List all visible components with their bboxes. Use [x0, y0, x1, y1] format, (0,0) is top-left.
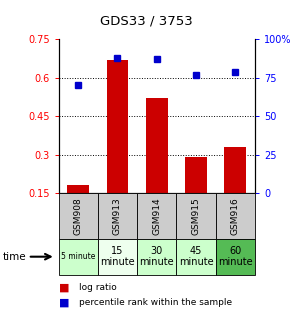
Text: ■: ■ — [59, 283, 69, 293]
Text: ■: ■ — [59, 298, 69, 307]
Bar — [59, 239, 98, 275]
Text: GSM915: GSM915 — [192, 197, 200, 235]
Text: 30
minute: 30 minute — [139, 246, 174, 267]
Bar — [224, 147, 246, 193]
Bar — [216, 193, 255, 239]
Bar — [59, 193, 98, 239]
Bar — [146, 98, 168, 193]
Text: 5 minute: 5 minute — [61, 252, 96, 261]
Bar — [137, 193, 176, 239]
Text: GSM916: GSM916 — [231, 197, 240, 235]
Bar — [216, 239, 255, 275]
Text: GSM913: GSM913 — [113, 197, 122, 235]
Text: log ratio: log ratio — [79, 283, 117, 292]
Text: 15
minute: 15 minute — [100, 246, 135, 267]
Bar — [176, 193, 216, 239]
Bar — [176, 239, 216, 275]
Text: GSM914: GSM914 — [152, 197, 161, 235]
Bar — [67, 185, 89, 193]
Bar — [137, 239, 176, 275]
Text: GDS33 / 3753: GDS33 / 3753 — [100, 15, 193, 28]
Text: 45
minute: 45 minute — [179, 246, 213, 267]
Bar — [185, 157, 207, 193]
Bar — [107, 60, 128, 193]
Text: 60
minute: 60 minute — [218, 246, 253, 267]
Bar — [98, 239, 137, 275]
Text: time: time — [3, 252, 27, 262]
Bar — [98, 193, 137, 239]
Text: percentile rank within the sample: percentile rank within the sample — [79, 298, 232, 307]
Text: GSM908: GSM908 — [74, 197, 83, 235]
